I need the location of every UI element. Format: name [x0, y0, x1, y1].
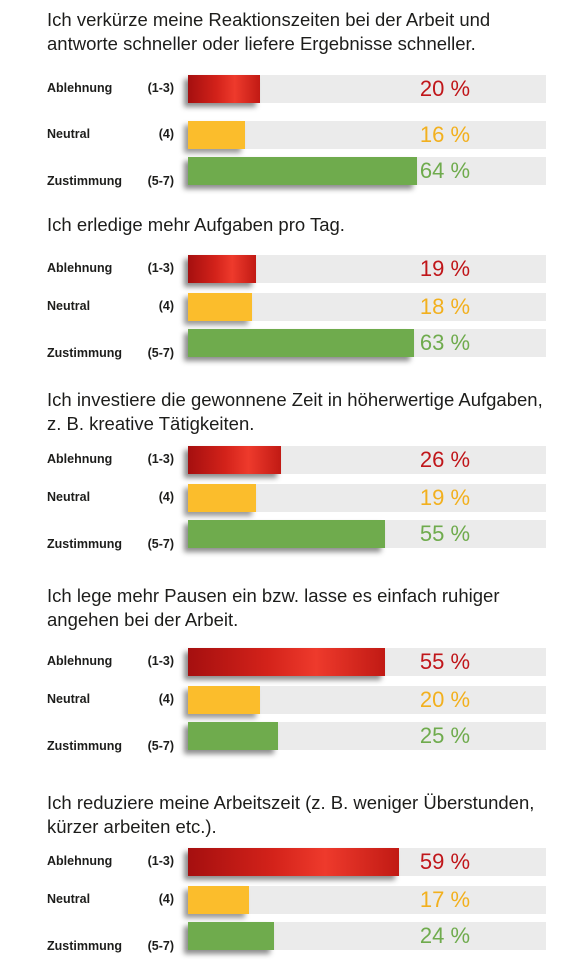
category-label: Neutral: [47, 892, 91, 906]
chart-title: Ich lege mehr Pausen ein bzw. lasse es e…: [47, 585, 500, 630]
scale-range-label: (5-7): [147, 537, 174, 551]
scale-range-label: (1-3): [147, 452, 174, 466]
value-label: 24 %: [419, 923, 471, 948]
bar-red: [188, 446, 282, 474]
bar-row-zustimmung: Zustimmung (5-7) 25 %: [0, 722, 564, 753]
category-label: Zustimmung: [47, 174, 122, 188]
category-label: Ablehnung: [47, 854, 113, 868]
category-label: Zustimmung: [47, 739, 122, 753]
bar-row-neutral: Neutral (4) 18 %: [0, 293, 564, 323]
scale-range-label: (4): [158, 299, 174, 313]
category-label: Ablehnung: [47, 81, 113, 95]
bar-row-neutral: Neutral (4) 20 %: [0, 686, 564, 716]
scale-range-label: (4): [158, 892, 174, 906]
bar-yellow: [188, 886, 249, 914]
bar-row-ablehnung: Ablehnung (1-3) 55 %: [0, 648, 564, 678]
category-label: Neutral: [47, 127, 91, 141]
chart-title: Ich verkürze meine Reaktionszeiten bei d…: [47, 9, 491, 54]
scale-range-label: (5-7): [147, 939, 174, 953]
bar-track: [188, 121, 546, 149]
bar-row-ablehnung: Ablehnung (1-3) 59 %: [0, 848, 564, 878]
value-label: 26 %: [419, 447, 471, 472]
value-label: 55 %: [419, 649, 471, 674]
bar-green: [188, 520, 385, 548]
scale-range-label: (5-7): [147, 346, 174, 360]
scale-range-label: (1-3): [147, 654, 174, 668]
category-label: Zustimmung: [47, 939, 122, 953]
value-label: 17 %: [419, 887, 471, 912]
value-label: 63 %: [419, 330, 471, 355]
category-label: Ablehnung: [47, 654, 113, 668]
bar-row-zustimmung: Zustimmung (5-7) 63 %: [0, 329, 564, 360]
bar-red: [188, 648, 385, 676]
bar-yellow: [188, 121, 246, 149]
bar-red: [188, 848, 400, 876]
bar-row-neutral: Neutral (4) 17 %: [0, 886, 564, 916]
value-label: 19 %: [419, 485, 471, 510]
bar-row-neutral: Neutral (4) 16 %: [0, 121, 564, 151]
scale-range-label: (4): [158, 127, 174, 141]
bar-yellow: [188, 484, 257, 512]
category-label: Neutral: [47, 490, 91, 504]
scale-range-label: (4): [158, 692, 174, 706]
bar-row-ablehnung: Ablehnung (1-3) 19 %: [0, 255, 564, 285]
value-label: 16 %: [419, 122, 471, 147]
value-label: 59 %: [419, 849, 471, 874]
value-label: 18 %: [419, 294, 471, 319]
bar-yellow: [188, 686, 260, 714]
scale-range-label: (4): [158, 490, 174, 504]
value-label: 64 %: [419, 158, 471, 183]
value-label: 55 %: [419, 521, 471, 546]
bar-row-neutral: Neutral (4) 19 %: [0, 484, 564, 514]
chart-title: Ich reduziere meine Arbeitszeit (z. B. w…: [47, 792, 535, 837]
category-label: Ablehnung: [47, 261, 113, 275]
scale-range-label: (5-7): [147, 174, 174, 188]
category-label: Zustimmung: [47, 537, 122, 551]
category-label: Neutral: [47, 692, 91, 706]
bar-yellow: [188, 293, 253, 321]
value-label: 20 %: [419, 76, 471, 101]
bar-green: [188, 722, 278, 750]
bar-row-ablehnung: Ablehnung (1-3) 26 %: [0, 446, 564, 476]
bar-row-zustimmung: Zustimmung (5-7) 64 %: [0, 157, 564, 188]
value-label: 20 %: [419, 687, 471, 712]
category-label: Ablehnung: [47, 452, 113, 466]
scale-range-label: (1-3): [147, 854, 174, 868]
bar-green: [188, 157, 418, 185]
bar-red: [188, 255, 257, 283]
scale-range-label: (1-3): [147, 81, 174, 95]
chart-title: Ich investiere die gewonnene Zeit in höh…: [47, 389, 543, 434]
value-label: 25 %: [419, 723, 471, 748]
bar-green: [188, 922, 274, 950]
category-label: Neutral: [47, 299, 91, 313]
category-label: Zustimmung: [47, 346, 122, 360]
scale-range-label: (5-7): [147, 739, 174, 753]
bar-row-ablehnung: Ablehnung (1-3) 20 %: [0, 75, 564, 105]
bar-row-zustimmung: Zustimmung (5-7) 55 %: [0, 520, 564, 551]
bar-row-zustimmung: Zustimmung (5-7) 24 %: [0, 922, 564, 953]
chart-title: Ich erledige mehr Aufgaben pro Tag.: [47, 214, 345, 235]
bar-red: [188, 75, 260, 103]
bar-green: [188, 329, 414, 357]
value-label: 19 %: [419, 256, 471, 281]
scale-range-label: (1-3): [147, 261, 174, 275]
